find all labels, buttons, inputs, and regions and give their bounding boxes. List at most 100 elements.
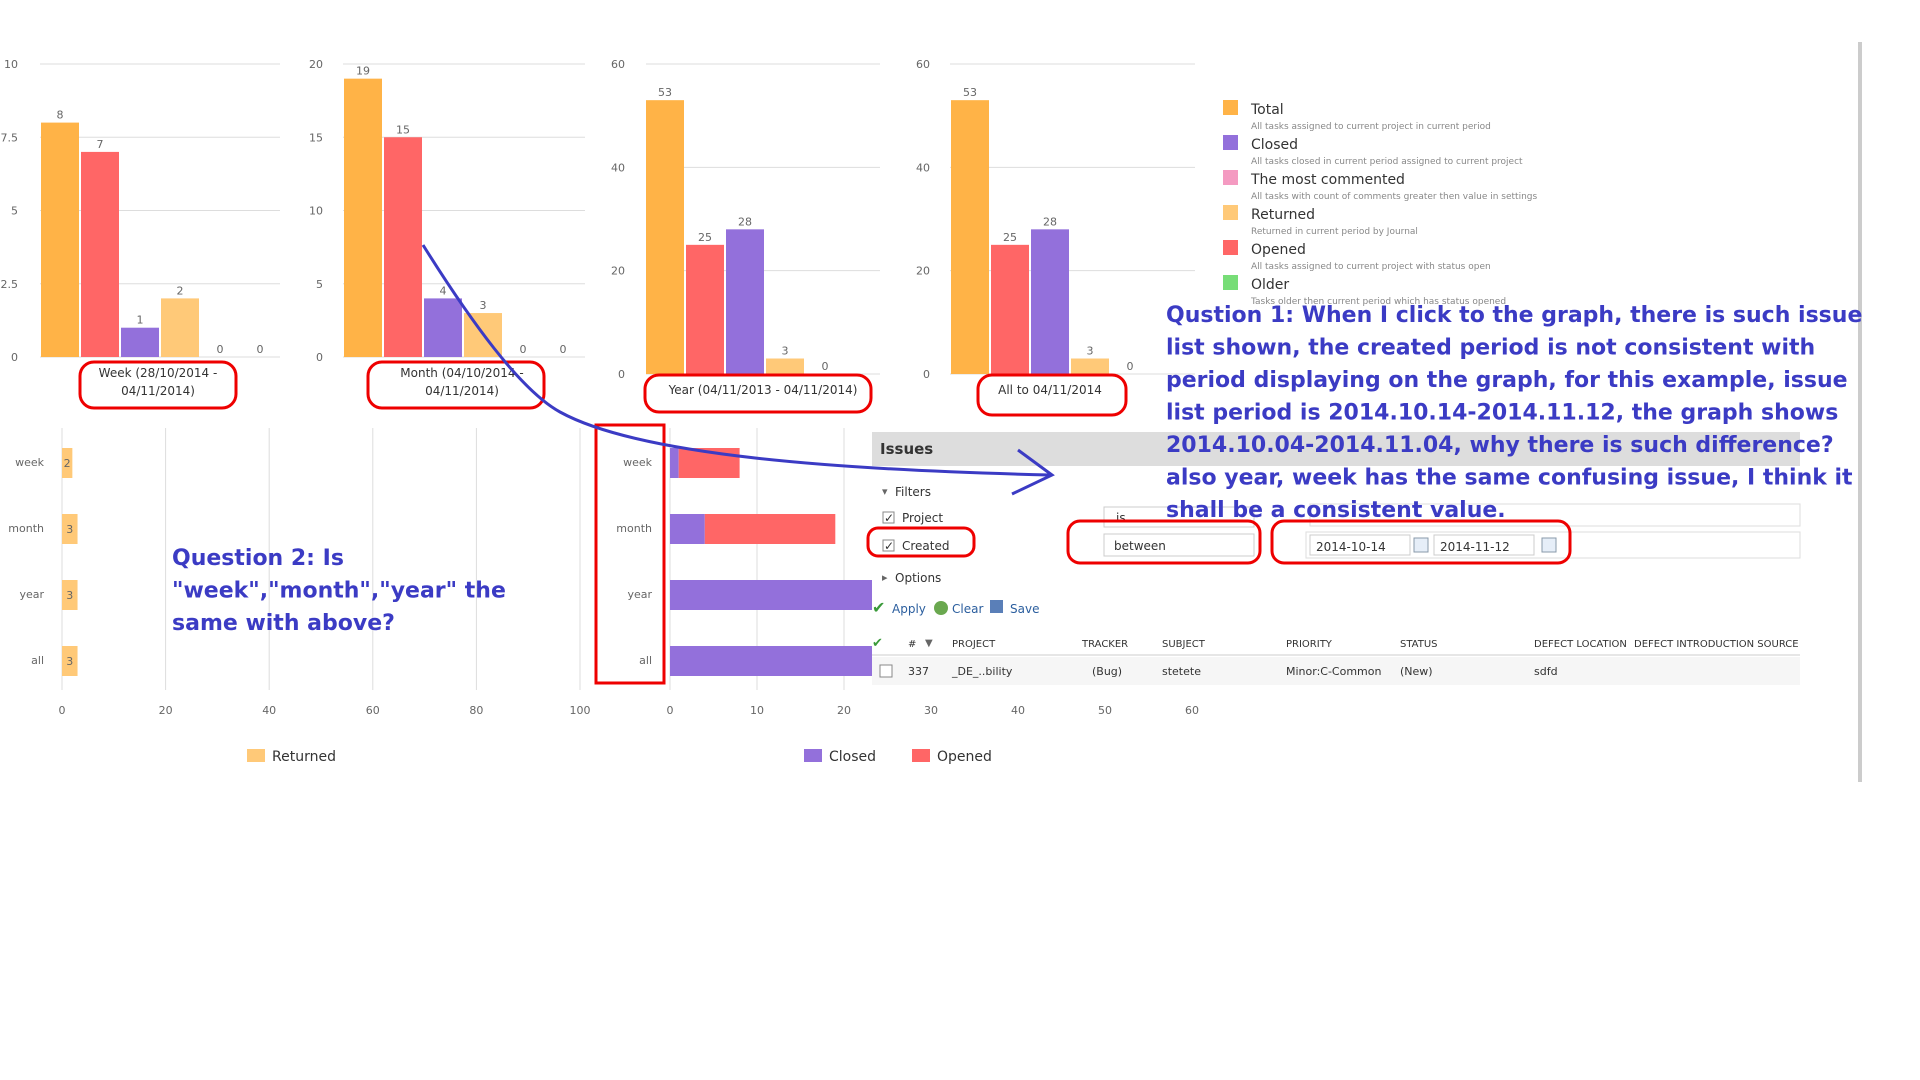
y-tick-label: 0 [316,351,323,364]
date-from-value: 2014-10-14 [1316,540,1386,554]
legend-label[interactable]: Returned [1251,207,1315,223]
column-header[interactable]: PROJECT [952,639,996,650]
bar-returned[interactable] [1071,358,1109,375]
legend-label[interactable]: Returned [272,749,336,765]
period-caption[interactable]: 04/11/2014) [121,384,195,398]
sort-desc-icon[interactable]: ▼ [925,638,933,649]
bar-closed[interactable] [1031,229,1069,374]
x-tick-label: 50 [1098,704,1112,717]
bar-total[interactable] [646,100,684,375]
bar-opened[interactable] [686,244,724,374]
created-operator-select[interactable] [1103,533,1255,557]
category-label: all [639,654,652,667]
bar-returned[interactable] [62,646,78,676]
legend-label[interactable]: The most commented [1250,172,1405,188]
row-project[interactable]: _DE_..bility [951,665,1013,678]
column-header[interactable]: TRACKER [1081,639,1128,650]
y-tick-label: 40 [916,161,930,174]
bar-returned[interactable] [161,298,199,357]
x-tick-label: 0 [667,704,674,717]
legend-label[interactable]: Older [1251,277,1289,293]
legend-label[interactable]: Total [1250,102,1284,118]
row-subject[interactable]: stetete [1162,665,1201,678]
bar-closed[interactable] [121,327,159,357]
legend-swatch [1223,240,1238,255]
bar-closed[interactable] [726,229,764,374]
bar-closed[interactable] [670,448,679,478]
created-operator-value: between [1114,539,1166,553]
bar-opened[interactable] [991,244,1029,374]
legend-label[interactable]: Closed [1251,137,1298,153]
bar-returned[interactable] [62,514,78,544]
column-header[interactable]: DEFECT INTRODUCTION SOURCE [1634,639,1799,650]
period-caption[interactable]: Week (28/10/2014 - [99,366,218,380]
bar-returned[interactable] [766,358,804,375]
blue-arrow [421,244,1055,496]
category-label: month [616,522,652,535]
legend-label[interactable]: Opened [1251,242,1306,258]
legend-swatch-opened [912,749,930,762]
x-tick-label: 20 [159,704,173,717]
filters-label[interactable]: Filters [895,485,931,499]
save-link[interactable]: Save [1010,602,1039,616]
column-header[interactable]: STATUS [1400,639,1438,650]
bar-value-label: 0 [217,343,224,356]
scrollbar[interactable] [1858,42,1862,782]
select-all-check-icon[interactable]: ✔ [872,636,883,651]
column-header[interactable]: PRIORITY [1286,639,1333,650]
clear-link[interactable]: Clear [952,602,983,616]
bar-value-label: 7 [97,138,104,151]
annotation-line: list period is 2014.10.14-2014.11.12, th… [1166,401,1838,426]
legend-description: All tasks assigned to current project in… [1251,122,1491,132]
bar-returned[interactable] [62,448,73,478]
issues-panel: Issues ▾ Filters ✓ Project is ✓ Created … [872,424,1860,692]
calendar-icon[interactable] [1541,537,1557,553]
x-tick-label: 40 [1011,704,1025,717]
period-caption[interactable]: All to 04/11/2014 [998,383,1102,397]
bar-closed[interactable] [424,298,462,357]
bar-value-label: 1 [137,314,144,327]
category-label: month [8,522,44,535]
date-to-input[interactable] [1433,534,1535,556]
project-checkbox[interactable] [882,511,895,524]
bar-opened[interactable] [81,151,119,357]
highlight-period-labels [594,423,666,685]
column-header[interactable]: # [908,639,916,650]
calendar-icon[interactable] [1413,537,1429,553]
bar-opened[interactable] [384,137,422,357]
highlight-week-caption [78,360,238,410]
legend-label[interactable]: Closed [829,749,876,765]
y-tick-label: 2.5 [1,278,19,291]
period-caption[interactable]: 04/11/2014) [425,384,499,398]
row-id[interactable]: 337 [908,665,929,678]
y-tick-label: 10 [4,58,18,71]
options-toggle-icon[interactable]: ▸ [882,571,888,584]
date-from-input[interactable] [1309,534,1411,556]
x-tick-label: 0 [59,704,66,717]
bar-total[interactable] [951,100,989,375]
table-row[interactable] [872,657,1800,685]
annotation-line: 2014.10.04-2014.11.04, why there is such… [1166,433,1834,458]
y-tick-label: 5 [11,205,18,218]
period-caption[interactable]: Month (04/10/2014 - [400,366,523,380]
bar-value-label: 53 [963,86,977,99]
options-label[interactable]: Options [895,571,941,585]
created-checkbox[interactable] [882,539,895,552]
highlight-all-caption [976,373,1128,417]
column-header[interactable]: SUBJECT [1162,639,1206,650]
legend-label[interactable]: Opened [937,749,992,765]
period-caption[interactable]: Year (04/11/2013 - 04/11/2014) [668,383,858,397]
bar-closed[interactable] [670,514,705,544]
row-checkbox[interactable] [879,664,893,678]
filters-toggle-icon[interactable]: ▾ [882,485,888,498]
bar-value-label: 0 [1127,360,1134,373]
x-tick-label: 40 [262,704,276,717]
bar-opened[interactable] [704,514,836,544]
bar-total[interactable] [344,78,382,358]
annotation-line: period displaying on the graph, for this… [1166,368,1848,393]
apply-link[interactable]: Apply [892,602,926,616]
bar-returned[interactable] [62,580,78,610]
bar-closed[interactable] [670,580,888,610]
bar-total[interactable] [41,122,79,357]
column-header[interactable]: DEFECT LOCATION [1534,639,1627,650]
